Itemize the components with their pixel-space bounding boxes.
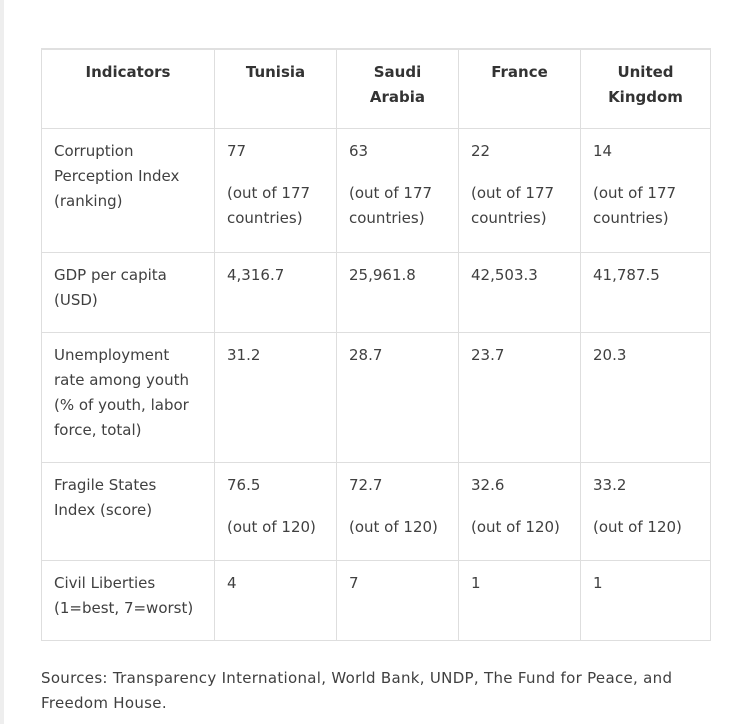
value: 25,961.8 bbox=[349, 266, 416, 284]
value-cell: 63 (out of 177 countries) bbox=[336, 128, 459, 253]
indicators-table: Indicators Tunisia Saudi Arabia France U… bbox=[41, 48, 711, 641]
value-cell: 76.5 (out of 120) bbox=[214, 462, 337, 561]
value-note: (out of 120) bbox=[227, 518, 316, 536]
value: 1 bbox=[471, 574, 481, 592]
indicator-label: Corruption Perception Index (ranking) bbox=[41, 128, 215, 253]
value-cell: 31.2 bbox=[214, 332, 337, 463]
table-row: Civil Liberties (1=best, 7=worst) 4 7 1 1 bbox=[41, 560, 711, 641]
value: 1 bbox=[593, 574, 603, 592]
value: 23.7 bbox=[471, 346, 505, 364]
indicator-label: GDP per capita (USD) bbox=[41, 252, 215, 333]
value-note: (out of 120) bbox=[349, 518, 438, 536]
page-edge bbox=[0, 0, 4, 724]
value-cell: 20.3 bbox=[580, 332, 711, 463]
value-cell: 28.7 bbox=[336, 332, 459, 463]
table-row: Unemployment rate among youth (% of yout… bbox=[41, 332, 711, 463]
value-note: (out of 177 countries) bbox=[349, 184, 433, 227]
value-cell: 1 bbox=[458, 560, 581, 641]
sources-note: Sources: Transparency International, Wor… bbox=[41, 669, 673, 712]
header-united-kingdom: United Kingdom bbox=[580, 48, 711, 129]
value-note: (out of 120) bbox=[471, 518, 560, 536]
indicator-label: Civil Liberties (1=best, 7=worst) bbox=[41, 560, 215, 641]
table-header-row: Indicators Tunisia Saudi Arabia France U… bbox=[41, 48, 711, 129]
value-cell: 41,787.5 bbox=[580, 252, 711, 333]
value: 28.7 bbox=[349, 346, 383, 364]
value: 77 bbox=[227, 142, 247, 160]
value: 22 bbox=[471, 142, 491, 160]
value-cell: 23.7 bbox=[458, 332, 581, 463]
value-cell: 22 (out of 177 countries) bbox=[458, 128, 581, 253]
value-cell: 72.7 (out of 120) bbox=[336, 462, 459, 561]
value-cell: 32.6 (out of 120) bbox=[458, 462, 581, 561]
value-cell: 14 (out of 177 countries) bbox=[580, 128, 711, 253]
value-cell: 42,503.3 bbox=[458, 252, 581, 333]
value-cell: 4,316.7 bbox=[214, 252, 337, 333]
value: 41,787.5 bbox=[593, 266, 660, 284]
table-row: GDP per capita (USD) 4,316.7 25,961.8 42,50… bbox=[41, 252, 711, 333]
value: 7 bbox=[349, 574, 359, 592]
header-france: France bbox=[458, 48, 581, 129]
value-note: (out of 177 countries) bbox=[471, 184, 555, 227]
value: 4 bbox=[227, 574, 237, 592]
value-cell: 25,961.8 bbox=[336, 252, 459, 333]
value-note: (out of 177 countries) bbox=[227, 184, 311, 227]
value: 32.6 bbox=[471, 476, 505, 494]
value-cell: 4 bbox=[214, 560, 337, 641]
value-cell: 77 (out of 177 countries) bbox=[214, 128, 337, 253]
value: 42,503.3 bbox=[471, 266, 538, 284]
value-note: (out of 120) bbox=[593, 518, 682, 536]
value: 33.2 bbox=[593, 476, 627, 494]
table-row: Fragile States Index (score) 76.5 (out of … bbox=[41, 462, 711, 561]
value-cell: 7 bbox=[336, 560, 459, 641]
value: 31.2 bbox=[227, 346, 261, 364]
header-saudi-arabia: Saudi Arabia bbox=[336, 48, 459, 129]
value-cell: 33.2 (out of 120) bbox=[580, 462, 711, 561]
value: 72.7 bbox=[349, 476, 383, 494]
header-indicators: Indicators bbox=[41, 48, 215, 129]
value: 14 bbox=[593, 142, 613, 160]
indicator-label: Unemployment rate among youth (% of yout… bbox=[41, 332, 215, 463]
table-row: Corruption Perception Index (ranking) 77 (… bbox=[41, 128, 711, 253]
value: 20.3 bbox=[593, 346, 627, 364]
header-tunisia: Tunisia bbox=[214, 48, 337, 129]
value-cell: 1 bbox=[580, 560, 711, 641]
value: 4,316.7 bbox=[227, 266, 285, 284]
indicator-label: Fragile States Index (score) bbox=[41, 462, 215, 561]
value-note: (out of 177 countries) bbox=[593, 184, 677, 227]
value: 63 bbox=[349, 142, 369, 160]
value: 76.5 bbox=[227, 476, 261, 494]
